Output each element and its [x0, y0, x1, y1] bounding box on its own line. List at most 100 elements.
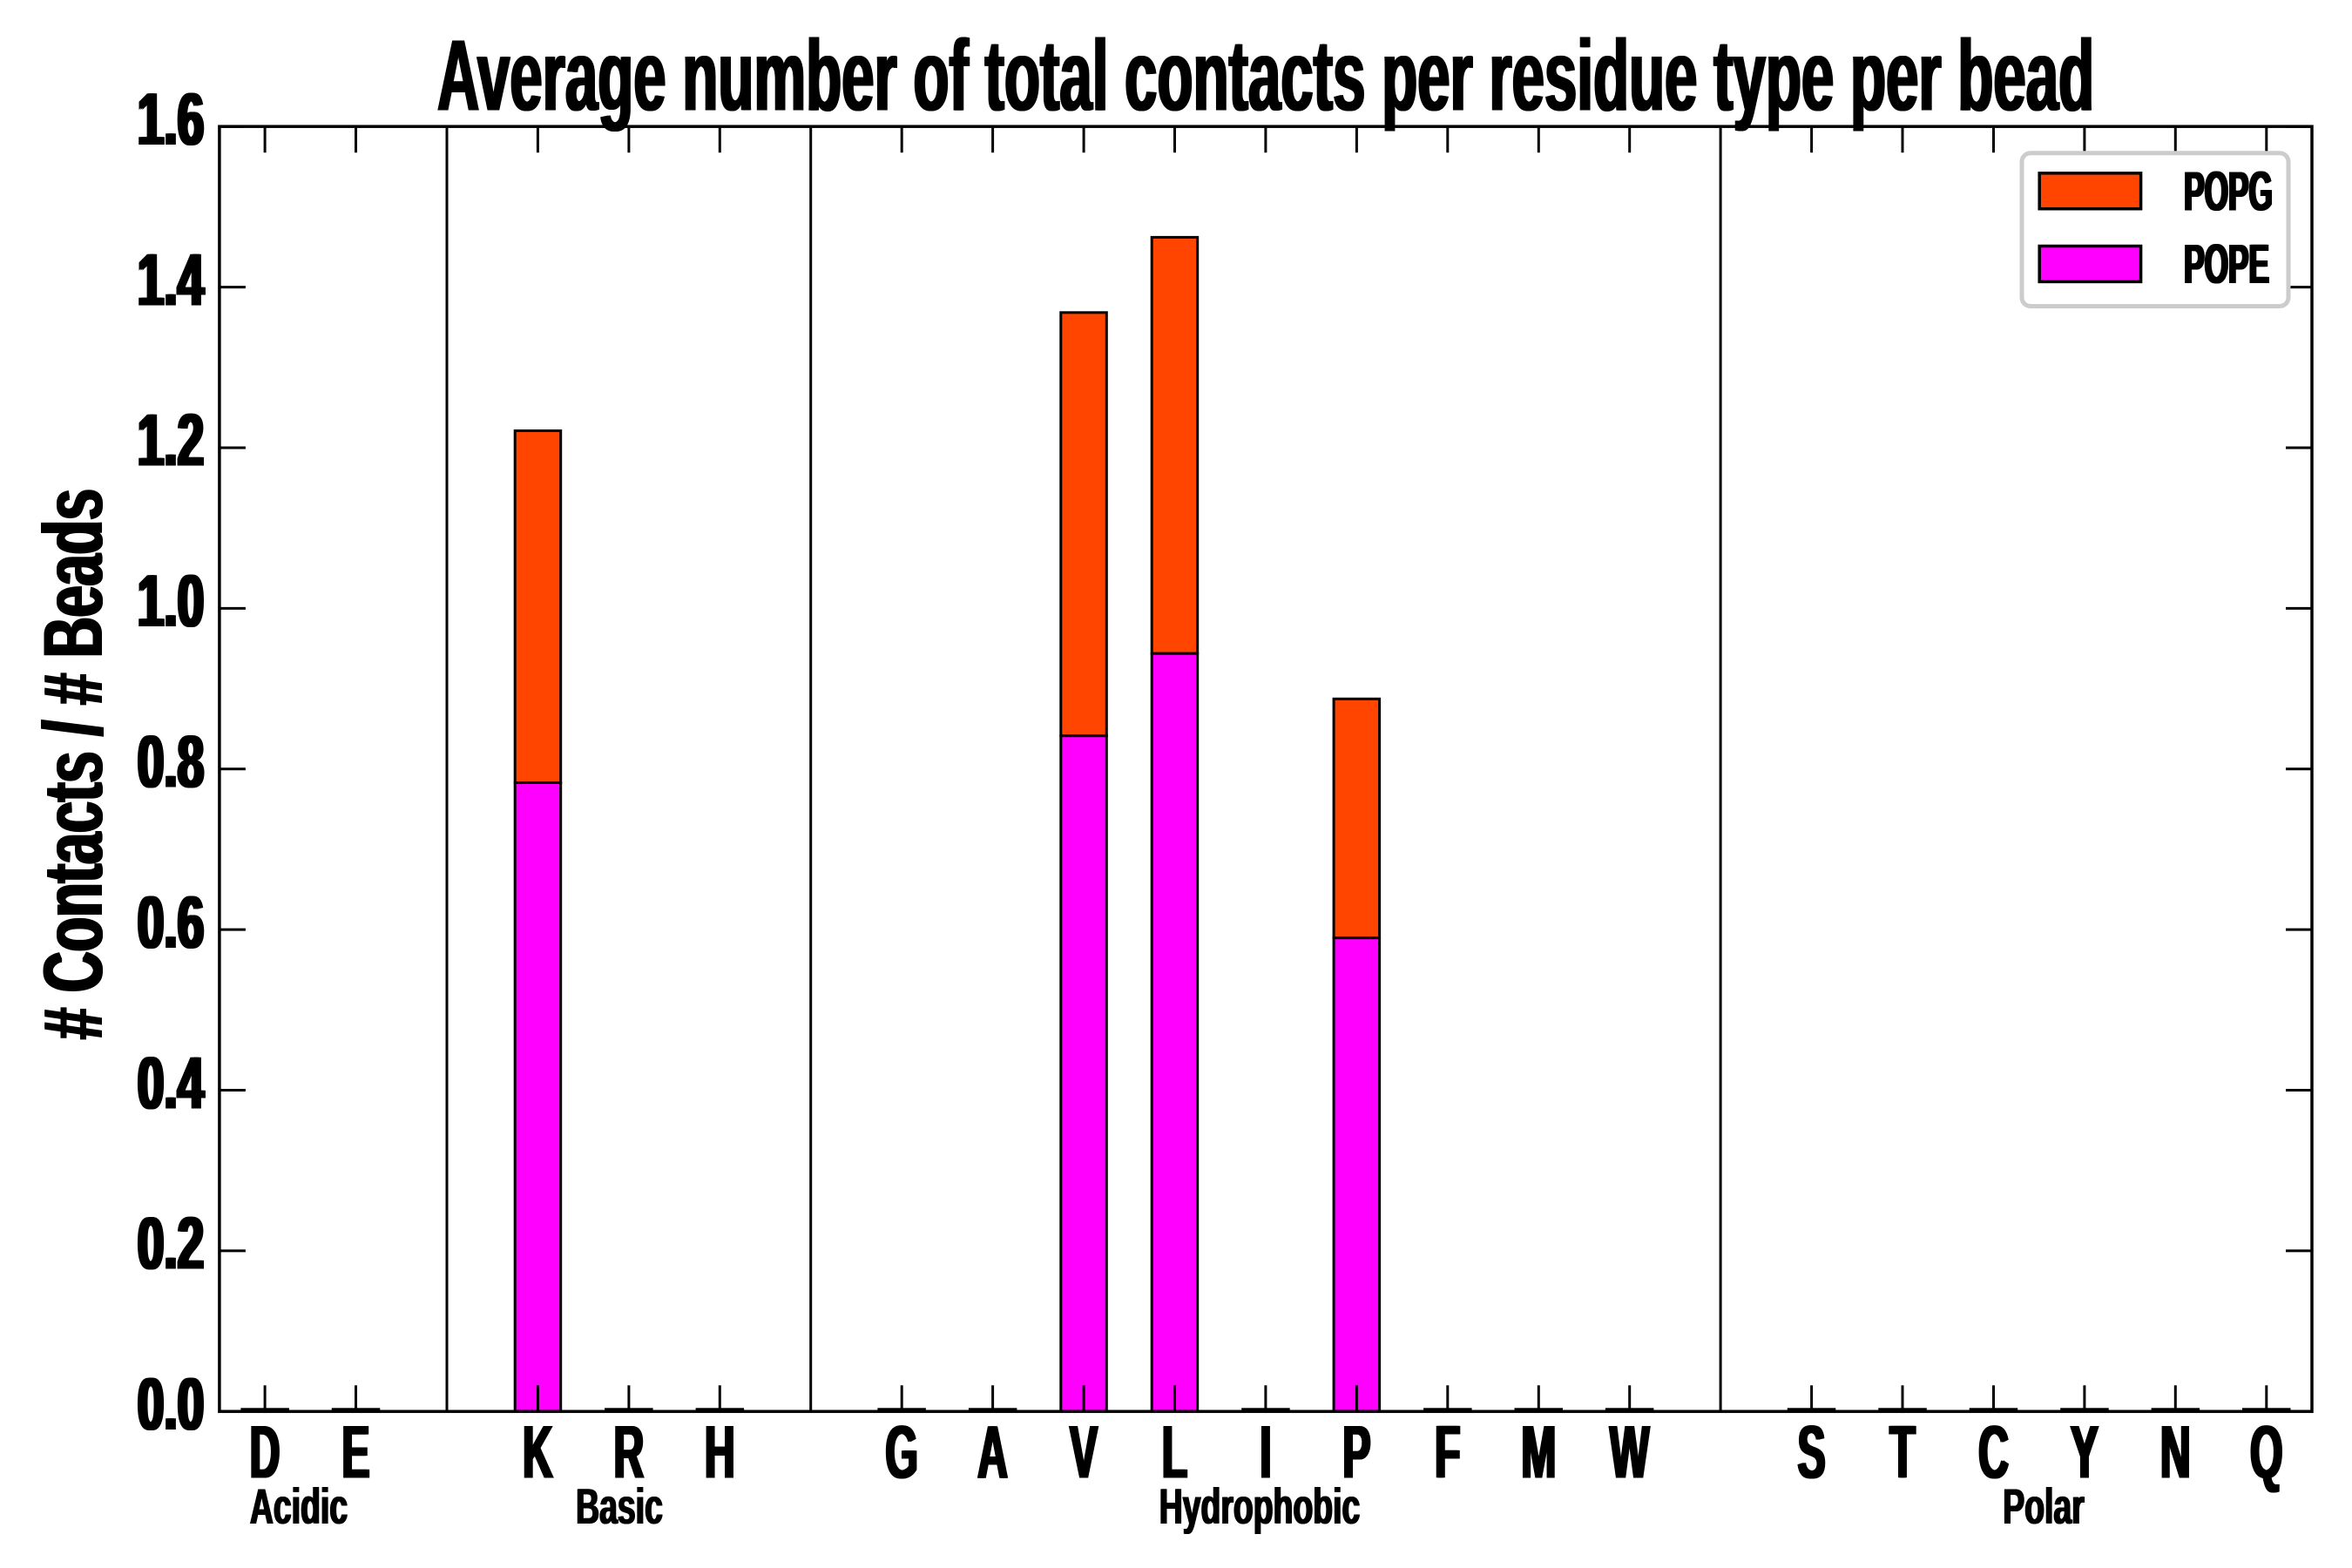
svg-text:V: V	[1069, 1410, 1097, 1494]
svg-text:1.2: 1.2	[138, 400, 205, 483]
svg-text:V: V	[1071, 1410, 1099, 1494]
svg-text:1.6: 1.6	[136, 78, 203, 161]
svg-text:F: F	[1435, 1410, 1460, 1494]
svg-text:C: C	[1980, 1410, 2011, 1494]
svg-text:I: I	[1259, 1410, 1270, 1494]
svg-text:N: N	[2159, 1410, 2189, 1494]
svg-text:A: A	[977, 1410, 1007, 1494]
svg-text:Y: Y	[2069, 1410, 2097, 1494]
svg-text:S: S	[1799, 1410, 1827, 1494]
svg-text:E: E	[343, 1410, 371, 1494]
svg-text:Y: Y	[2071, 1410, 2099, 1494]
svg-text:POPG: POPG	[2184, 159, 2273, 222]
svg-text:Q: Q	[2252, 1410, 2285, 1494]
svg-text:POPG: POPG	[2183, 159, 2272, 222]
svg-text:1.2: 1.2	[136, 400, 203, 483]
svg-text:D: D	[248, 1410, 279, 1494]
svg-text:1.0: 1.0	[136, 560, 203, 643]
svg-text:R: R	[613, 1410, 644, 1494]
svg-text:Hydrophobic: Hydrophobic	[1159, 1479, 1361, 1535]
svg-text:G: G	[884, 1410, 917, 1494]
svg-text:P: P	[1342, 1410, 1369, 1494]
svg-text:Polar: Polar	[2003, 1479, 2085, 1535]
svg-text:Hydrophobic: Hydrophobic	[1159, 1479, 1360, 1535]
svg-text:Average number of total contac: Average number of total contacts per res…	[438, 19, 2095, 132]
svg-text:W: W	[1611, 1410, 1651, 1494]
svg-text:0.0: 0.0	[138, 1363, 205, 1446]
svg-text:K: K	[521, 1410, 551, 1494]
svg-text:POPE: POPE	[2184, 233, 2269, 295]
svg-text:H: H	[706, 1410, 736, 1494]
svg-text:0.2: 0.2	[136, 1203, 203, 1286]
svg-text:R: R	[615, 1410, 645, 1494]
svg-text:D: D	[250, 1410, 280, 1494]
svg-text:S: S	[1796, 1410, 1824, 1494]
svg-text:0.8: 0.8	[139, 720, 206, 803]
svg-text:0.6: 0.6	[139, 882, 206, 964]
svg-text:H: H	[703, 1410, 733, 1494]
svg-text:0.2: 0.2	[139, 1203, 206, 1286]
svg-text:# Contacts / # Beads: # Contacts / # Beads	[27, 489, 120, 1039]
svg-text:E: E	[341, 1410, 368, 1494]
svg-text:0.8: 0.8	[136, 720, 203, 803]
svg-text:1.4: 1.4	[139, 239, 206, 321]
svg-text:0.2: 0.2	[138, 1203, 205, 1286]
svg-text:Basic: Basic	[576, 1479, 663, 1535]
svg-text:W: W	[1608, 1410, 1648, 1494]
svg-text:Q: Q	[2250, 1410, 2283, 1494]
svg-text:Basic: Basic	[577, 1479, 664, 1535]
svg-text:Average number of total contac: Average number of total contacts per res…	[436, 19, 2093, 132]
svg-text:# Contacts / # Beads: # Contacts / # Beads	[27, 490, 120, 1041]
svg-text:R: R	[612, 1410, 643, 1494]
svg-text:Y: Y	[2072, 1410, 2099, 1494]
svg-text:0.6: 0.6	[138, 882, 205, 964]
svg-text:F: F	[1434, 1410, 1459, 1494]
svg-text:C: C	[1977, 1410, 2008, 1494]
svg-text:1.4: 1.4	[138, 239, 205, 321]
svg-text:M: M	[1523, 1410, 1558, 1494]
svg-text:POPE: POPE	[2183, 233, 2268, 295]
svg-text:Q: Q	[2249, 1410, 2282, 1494]
svg-text:K: K	[524, 1410, 554, 1494]
svg-text:E: E	[341, 1410, 369, 1494]
svg-text:0.4: 0.4	[139, 1042, 206, 1125]
svg-text:A: A	[977, 1410, 1008, 1494]
svg-text:0.0: 0.0	[139, 1363, 206, 1446]
svg-text:POPG: POPG	[2186, 159, 2274, 222]
svg-text:I: I	[1260, 1410, 1271, 1494]
svg-text:M: M	[1521, 1410, 1556, 1494]
svg-text:0.4: 0.4	[138, 1042, 205, 1125]
svg-text:P: P	[1344, 1410, 1372, 1494]
svg-text:Acidic: Acidic	[249, 1479, 347, 1535]
svg-text:1.6: 1.6	[139, 78, 206, 161]
svg-text:A: A	[979, 1410, 1010, 1494]
svg-text:Polar: Polar	[2002, 1479, 2084, 1535]
svg-text:1.2: 1.2	[139, 400, 206, 483]
svg-text:L: L	[1160, 1410, 1186, 1494]
svg-text:H: H	[705, 1410, 735, 1494]
svg-text:F: F	[1436, 1410, 1462, 1494]
svg-text:K: K	[523, 1410, 553, 1494]
svg-text:Hydrophobic: Hydrophobic	[1160, 1479, 1362, 1535]
svg-text:0.0: 0.0	[136, 1363, 203, 1446]
svg-text:G: G	[885, 1410, 918, 1494]
svg-text:0.8: 0.8	[138, 720, 205, 803]
svg-text:Basic: Basic	[575, 1479, 662, 1535]
svg-text:POPE: POPE	[2186, 233, 2271, 295]
svg-text:1.0: 1.0	[138, 560, 205, 643]
svg-text:T: T	[1889, 1410, 1915, 1494]
svg-text:1.4: 1.4	[136, 239, 203, 321]
svg-text:0.4: 0.4	[136, 1042, 203, 1125]
svg-text:N: N	[2160, 1410, 2191, 1494]
svg-text:P: P	[1342, 1410, 1370, 1494]
svg-text:M: M	[1520, 1410, 1555, 1494]
svg-text:# Contacts / # Beads: # Contacts / # Beads	[27, 488, 120, 1038]
svg-text:S: S	[1798, 1410, 1826, 1494]
svg-text:C: C	[1978, 1410, 2009, 1494]
svg-text:1.6: 1.6	[138, 78, 205, 161]
svg-text:V: V	[1070, 1410, 1098, 1494]
svg-text:W: W	[1610, 1410, 1650, 1494]
svg-text:L: L	[1163, 1410, 1188, 1494]
svg-text:T: T	[1891, 1410, 1916, 1494]
svg-text:0.6: 0.6	[136, 882, 203, 964]
